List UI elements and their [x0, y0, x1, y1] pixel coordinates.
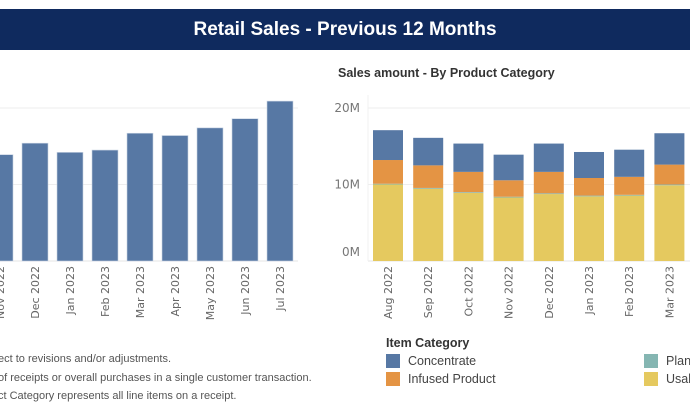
legend-label: Plant — [666, 354, 690, 368]
right-bar-segment-concentrate — [413, 137, 444, 166]
legend-swatch — [644, 372, 658, 386]
right-bar-segment-usable — [533, 194, 564, 261]
left-bar-nov-2022 — [0, 154, 14, 262]
right-bar-segment-concentrate — [533, 143, 564, 172]
right-bar-segment-infused-product — [373, 160, 403, 184]
right-x-tick-label: Jan 2023 — [583, 266, 596, 315]
dashboard-title: Retail Sales - Previous 12 Months — [193, 19, 497, 40]
right-bar-segment-usable — [413, 188, 444, 261]
right-bar-segment-usable — [574, 196, 604, 261]
legend-label: Infused Product — [408, 372, 496, 386]
right-bar-segment-concentrate — [453, 143, 484, 172]
left-bar-jan-2023 — [56, 152, 84, 262]
right-y-tick-label: 0M — [342, 245, 360, 259]
right-x-tick-label: Dec 2022 — [543, 266, 556, 319]
right-bar-segment-concentrate — [373, 130, 403, 161]
left-bar-mar-2023 — [126, 132, 154, 262]
legend-item-usable[interactable]: Usable — [644, 372, 690, 386]
right-bar-segment-plant — [574, 195, 604, 197]
right-bar-segment-infused-product — [493, 180, 524, 197]
right-bar-segment-infused-product — [574, 177, 604, 196]
right-bar-segment-plant — [654, 184, 685, 186]
left-bar-dec-2022 — [21, 142, 49, 262]
right-bar-segment-concentrate — [493, 154, 524, 181]
right-bar-segment-plant — [413, 187, 444, 189]
legend-swatch — [644, 354, 658, 368]
footnote-1: ect to revisions and/or adjustments. — [0, 353, 172, 365]
legend-item-infused-product[interactable]: Infused Product — [386, 372, 644, 386]
right-bar-segment-plant — [493, 196, 524, 198]
right-x-tick-label: Nov 2022 — [503, 266, 516, 319]
left-bar-apr-2023 — [161, 135, 189, 262]
legend-item-plant[interactable]: Plant — [644, 354, 690, 368]
footnote-3: ct Category represents all line items on… — [0, 390, 237, 402]
right-x-tick-label: Aug 2022 — [382, 266, 395, 319]
right-bar-segment-infused-product — [453, 171, 484, 193]
right-chart-title: Sales amount - By Product Category — [338, 66, 555, 80]
left-x-tick-label: Mar 2023 — [134, 266, 147, 318]
right-bar-segment-concentrate — [654, 133, 685, 165]
right-bar-segment-concentrate — [574, 151, 604, 178]
left-x-tick-label: Dec 2022 — [29, 266, 42, 319]
left-x-tick-label: May 2023 — [204, 266, 217, 320]
legend-swatch — [386, 372, 400, 386]
right-y-tick-label: 20M — [334, 101, 360, 115]
left-bar-jul-2023 — [266, 100, 294, 262]
right-bar-segment-infused-product — [413, 165, 444, 188]
right-bar-segment-infused-product — [654, 164, 685, 185]
legend-swatch — [386, 354, 400, 368]
footnote-2: of receipts or overall purchases in a si… — [0, 371, 312, 384]
right-bar-segment-usable — [493, 197, 524, 261]
left-bar-jun-2023 — [231, 118, 259, 262]
legend-title: Item Category — [386, 336, 470, 350]
left-x-tick-label: Jul 2023 — [274, 266, 287, 312]
left-x-tick-label: Jan 2023 — [64, 266, 77, 315]
right-bar-segment-usable — [453, 192, 484, 261]
right-x-tick-label: Oct 2022 — [462, 266, 475, 317]
left-bar-may-2023 — [196, 127, 224, 262]
legend-item-concentrate[interactable]: Concentrate — [386, 354, 644, 368]
right-bar-segment-plant — [614, 194, 645, 196]
right-bar-segment-usable — [654, 185, 685, 261]
right-bar-segment-plant — [453, 192, 484, 193]
dashboard-header: Retail Sales - Previous 12 Months — [0, 9, 690, 50]
right-y-tick-label: 10M — [334, 178, 360, 192]
footnotes: ect to revisions and/or adjustments. of … — [0, 350, 312, 406]
left-x-tick-label: Nov 2022 — [0, 266, 7, 319]
legend: Item Category Concentrate Plant Infused … — [386, 336, 690, 386]
left-bar-feb-2023 — [91, 149, 119, 262]
right-bar-segment-plant — [533, 193, 564, 195]
left-x-tick-label: Apr 2023 — [169, 266, 182, 317]
right-bar-segment-usable — [373, 184, 403, 261]
right-bar-segment-usable — [614, 195, 645, 261]
right-bar-segment-concentrate — [614, 149, 645, 177]
right-x-tick-label: Sep 2022 — [422, 266, 435, 318]
legend-label: Usable — [666, 372, 690, 386]
legend-label: Concentrate — [408, 354, 477, 368]
left-x-tick-label: Feb 2023 — [99, 266, 112, 317]
right-bar-segment-infused-product — [614, 176, 645, 195]
right-x-tick-label: Feb 2023 — [623, 266, 636, 317]
right-x-tick-label: Mar 2023 — [663, 266, 676, 318]
left-x-tick-label: Jun 2023 — [239, 266, 252, 316]
right-bar-segment-plant — [373, 183, 403, 185]
right-bar-segment-infused-product — [533, 171, 564, 194]
